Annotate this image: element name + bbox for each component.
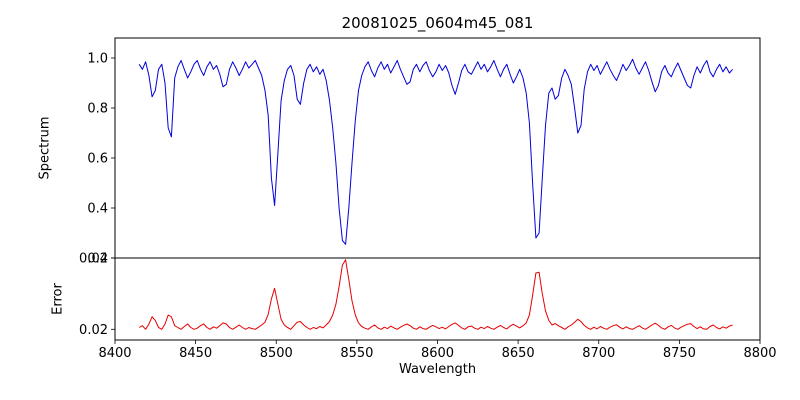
y-tick-label: 0.02 [79,323,108,338]
x-axis-label: Wavelength [398,362,477,377]
y-axis-label-error: Error [50,283,66,315]
x-tick-label: 8450 [179,346,212,361]
x-tick-label: 8400 [98,346,131,361]
spectrum-line [138,58,733,245]
x-tick-label: 8800 [743,346,776,361]
y-tick-label: 0.04 [79,252,108,267]
y-tick-label: 1.0 [87,52,108,67]
x-tick-label: 8750 [663,346,696,361]
y-tick-label: 0.6 [87,152,108,167]
error-line [138,259,733,330]
y-tick-label: 0.4 [87,202,108,217]
chart-title: 20081025_0604m45_081 [341,14,534,32]
x-tick-label: 8700 [582,346,615,361]
x-tick-label: 8500 [260,346,293,361]
y-tick-label: 0.8 [87,102,108,117]
y-axis-label-spectrum: Spectrum [37,116,53,180]
x-tick-label: 8650 [502,346,535,361]
x-tick-label: 8600 [421,346,454,361]
subplot-frame [114,37,761,259]
y-tick-label: 0.2 [87,252,108,267]
x-tick-label: 8550 [340,346,373,361]
